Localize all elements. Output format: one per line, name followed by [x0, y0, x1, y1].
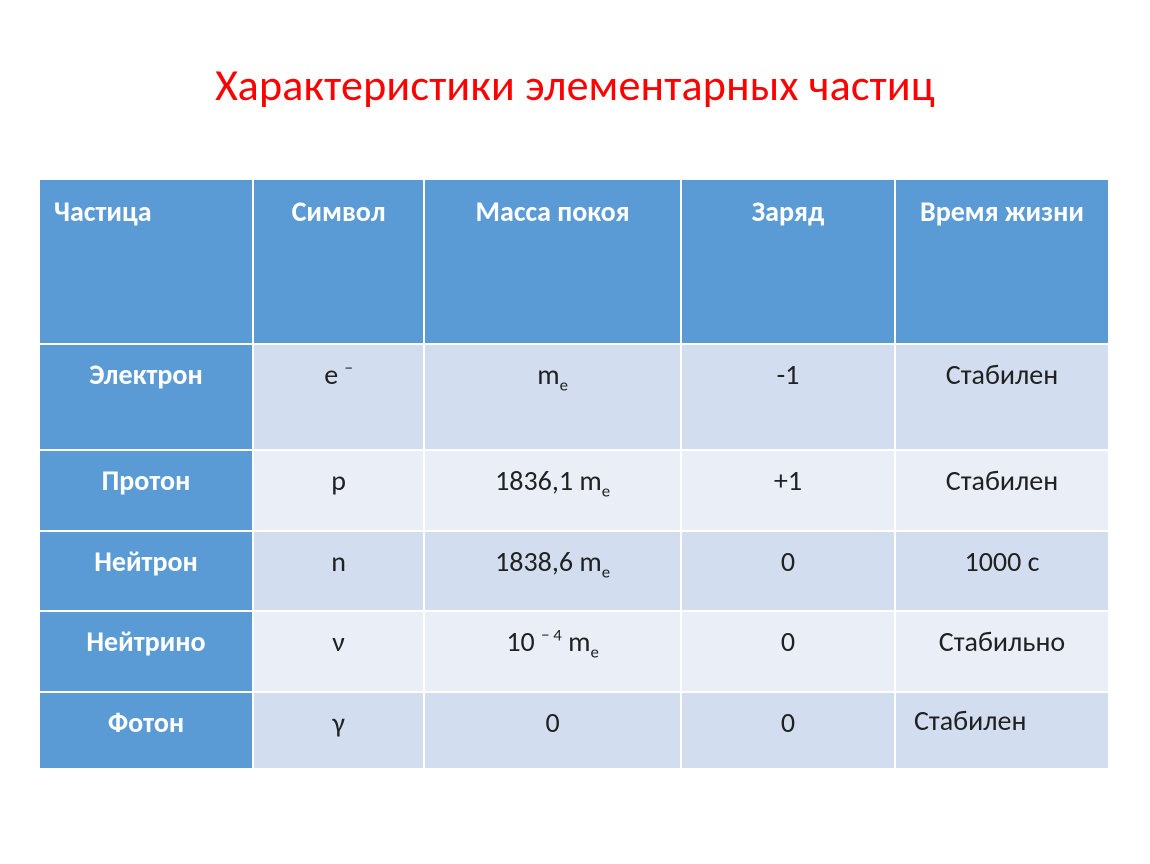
cell-lifetime: Стабилен: [895, 692, 1109, 769]
row-label: Электрон: [39, 344, 253, 450]
cell-symbol: e −: [253, 344, 424, 450]
slide-title: Характеристики элементарных частиц: [0, 58, 1150, 112]
table-row: Фотонγ00Стабилен: [39, 692, 1109, 769]
col-header-particle: Частица: [39, 179, 253, 344]
cell-charge: +1: [681, 450, 895, 531]
cell-mass: 1838,6 me: [424, 531, 681, 612]
row-label: Фотон: [39, 692, 253, 769]
cell-symbol: γ: [253, 692, 424, 769]
table-row: Электронe −me-1Стабилен: [39, 344, 1109, 450]
cell-mass: 1836,1 me: [424, 450, 681, 531]
cell-lifetime: Стабилен: [895, 344, 1109, 450]
col-header-lifetime: Время жизни: [895, 179, 1109, 344]
row-label: Нейтрон: [39, 531, 253, 612]
row-label: Протон: [39, 450, 253, 531]
cell-lifetime: 1000 с: [895, 531, 1109, 612]
particle-table: Частица Символ Масса покоя Заряд Время ж…: [38, 178, 1110, 770]
row-label: Нейтрино: [39, 611, 253, 692]
cell-symbol: ν: [253, 611, 424, 692]
particle-table-wrap: Частица Символ Масса покоя Заряд Время ж…: [38, 178, 1110, 770]
table-row: Протонp1836,1 me+1Стабилен: [39, 450, 1109, 531]
cell-charge: -1: [681, 344, 895, 450]
col-header-mass: Масса покоя: [424, 179, 681, 344]
cell-lifetime: Стабилен: [895, 450, 1109, 531]
cell-lifetime: Стабильно: [895, 611, 1109, 692]
cell-charge: 0: [681, 531, 895, 612]
table-header-row: Частица Символ Масса покоя Заряд Время ж…: [39, 179, 1109, 344]
cell-mass: 0: [424, 692, 681, 769]
table-row: Нейтронn1838,6 me01000 с: [39, 531, 1109, 612]
cell-charge: 0: [681, 611, 895, 692]
cell-symbol: n: [253, 531, 424, 612]
cell-mass: me: [424, 344, 681, 450]
cell-charge: 0: [681, 692, 895, 769]
table-row: Нейтриноν10 − 4 me0Стабильно: [39, 611, 1109, 692]
table-body: Электронe −me-1СтабиленПротонp1836,1 me+…: [39, 344, 1109, 769]
cell-symbol: p: [253, 450, 424, 531]
cell-mass: 10 − 4 me: [424, 611, 681, 692]
col-header-charge: Заряд: [681, 179, 895, 344]
col-header-symbol: Символ: [253, 179, 424, 344]
slide: Характеристики элементарных частиц Части…: [0, 0, 1150, 864]
